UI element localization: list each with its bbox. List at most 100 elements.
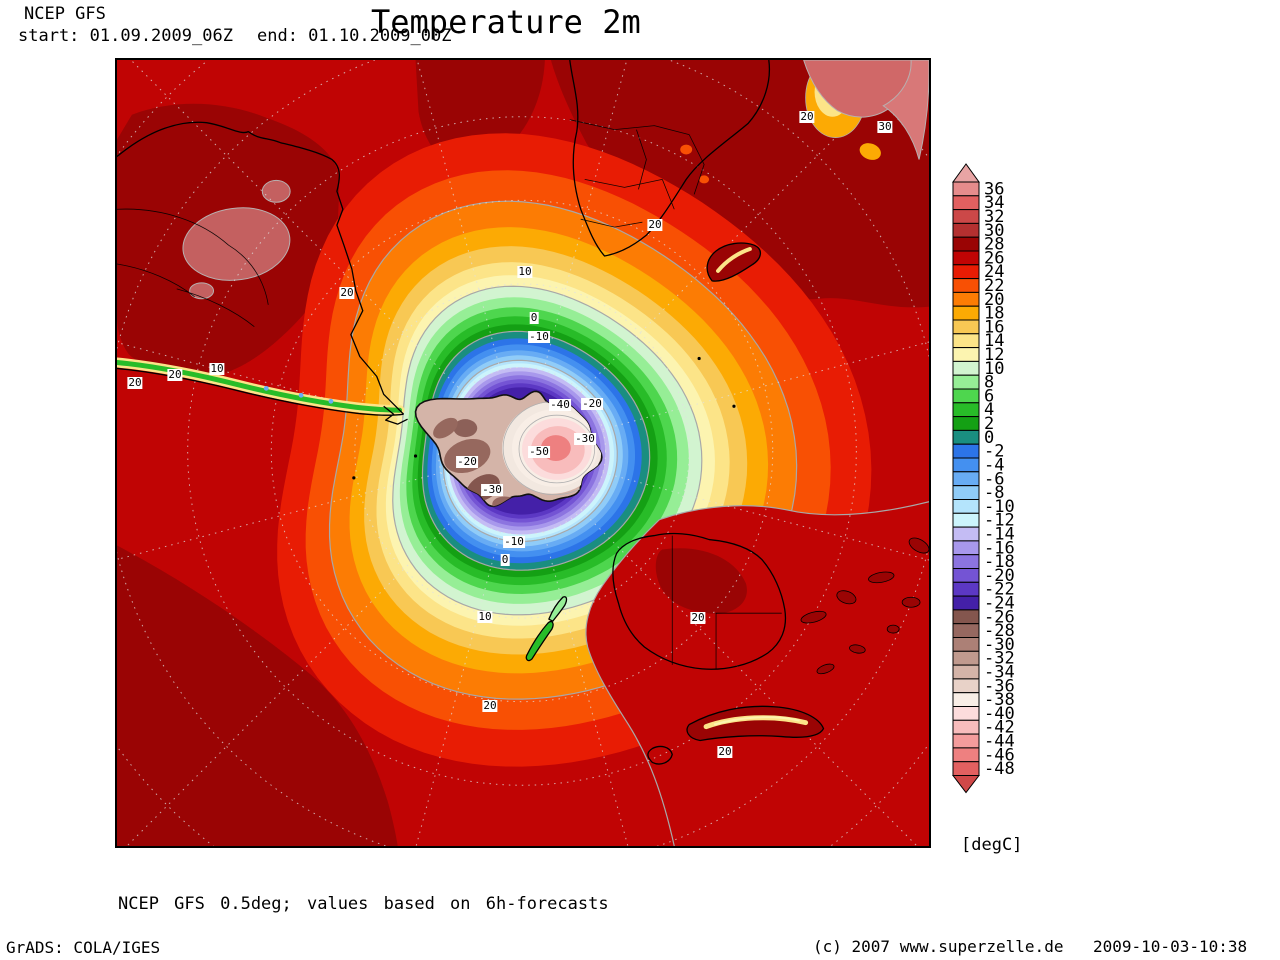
scale-box [952, 181, 980, 197]
footnote: NCEP GFS 0.5deg; values based on 6h-fore… [118, 894, 609, 914]
scale-tick-label: 8 [984, 373, 994, 393]
contour-label: 20 [339, 286, 355, 299]
scale-box [952, 416, 980, 431]
scale-box [952, 195, 980, 211]
scale-box [952, 291, 980, 307]
scale-tick-label: 4 [984, 400, 994, 420]
scale-tick-label: -42 [984, 718, 1015, 738]
land-india [882, 60, 929, 160]
scale-box [952, 360, 980, 376]
scale-tick-label: 24 [984, 262, 1004, 282]
contour-label: 20 [799, 110, 815, 123]
land-madagascar [706, 242, 761, 282]
scale-tick-label: -40 [984, 704, 1015, 724]
scale-box [952, 443, 980, 459]
scale-tick-label: 26 [984, 248, 1004, 268]
antarctica-interior [433, 400, 602, 507]
scale-box [952, 485, 980, 501]
grads-credit: GrADS: COLA/IGES [6, 938, 161, 957]
scale-box [952, 664, 980, 680]
color-scale-svg: 363432302826242220181614121086420-2-4-6-… [951, 163, 1015, 794]
scale-tick-label: -32 [984, 649, 1015, 669]
scale-box [952, 250, 980, 266]
scale-tick-label: -44 [984, 732, 1015, 752]
contour-label: -20 [581, 397, 603, 410]
scale-box [952, 761, 980, 777]
scale-tick-label: -24 [984, 594, 1015, 614]
contour-label: 0 [500, 553, 510, 566]
scale-tick-label: -30 [984, 635, 1015, 655]
scale-tick-label: -8 [984, 483, 1004, 503]
contour-label: 0 [529, 311, 539, 324]
scale-box [952, 581, 980, 597]
copyright: (c) 2007 www.superzelle.de [813, 937, 1064, 956]
scale-tick-label: -2 [984, 442, 1004, 462]
scale-tick-label: -6 [984, 469, 1004, 489]
scale-box [952, 374, 980, 390]
coast-africa [569, 60, 771, 257]
scale-tick-label: -22 [984, 580, 1015, 600]
scale-tick-label: 34 [984, 193, 1004, 213]
map-canvas: 20 30 20 10 0 -10 20 10 20 20 -20 -40 -30 -50 -20 -30 -1… [115, 58, 931, 848]
scale-tick-label: 6 [984, 386, 994, 406]
graticule [117, 60, 929, 846]
contour-label: 20 [482, 699, 498, 712]
coast-south-america [117, 121, 405, 415]
scale-tick-label: 32 [984, 207, 1004, 227]
scale-tick-label: 30 [984, 221, 1004, 241]
scale-tick-label: -38 [984, 690, 1015, 710]
scale-tick-label: -18 [984, 552, 1015, 572]
land-new-zealand [525, 620, 554, 662]
scale-box [952, 719, 980, 735]
end-time-label: end: 01.10.2009_00Z [257, 26, 452, 46]
scale-box [952, 733, 980, 749]
unit-label: [degC] [961, 835, 1023, 855]
scale-box [952, 526, 980, 542]
scale-box [952, 512, 980, 528]
scale-box [952, 499, 980, 514]
scale-tick-label: -34 [984, 663, 1015, 683]
scale-tick-label: -16 [984, 538, 1015, 558]
scale-box [952, 692, 980, 708]
contour-label: -50 [528, 445, 550, 458]
scale-box [952, 347, 980, 362]
scale-tick-label: 20 [984, 290, 1004, 310]
hot-patch [182, 207, 291, 281]
scale-box [952, 595, 980, 611]
contour-label: 20 [690, 611, 706, 624]
scale-box [952, 222, 980, 238]
contour-label: 30 [877, 120, 893, 133]
scale-arrow-top [952, 163, 980, 183]
coast-australia [612, 532, 787, 670]
scale-tick-label: -46 [984, 745, 1015, 765]
scale-box [952, 333, 980, 349]
scale-box [952, 264, 980, 280]
scale-tick-label: -48 [984, 759, 1015, 779]
scale-box [952, 209, 980, 224]
model-label: NCEP GFS [24, 4, 106, 24]
scale-box [952, 747, 980, 763]
contour-label: -20 [456, 455, 478, 468]
start-time-label: start: 01.09.2009_06Z [18, 26, 233, 46]
scale-tick-label: 12 [984, 345, 1004, 365]
scale-box [952, 471, 980, 487]
scale-box [952, 554, 980, 570]
contour-label: 10 [477, 610, 493, 623]
scale-box [952, 236, 980, 252]
contour-label: 10 [209, 362, 225, 375]
contour-label: 20 [127, 376, 143, 389]
contour-label: -30 [574, 432, 596, 445]
scale-tick-label: 14 [984, 331, 1004, 351]
scale-tick-label: 18 [984, 304, 1004, 324]
scale-box [952, 623, 980, 639]
scale-box [952, 650, 980, 666]
scale-tick-label: 2 [984, 414, 994, 434]
scale-tick-label: 22 [984, 276, 1004, 296]
scale-tick-label: -20 [984, 566, 1015, 586]
temperature-map [117, 60, 929, 846]
scale-box [952, 278, 980, 293]
scale-box [952, 637, 980, 652]
timestamp: 2009-10-03-10:38 [1093, 937, 1248, 956]
scale-tick-label: 36 [984, 179, 1004, 199]
